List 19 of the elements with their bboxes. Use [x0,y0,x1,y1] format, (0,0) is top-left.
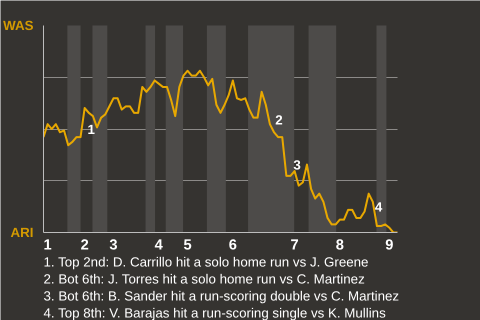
text: 3. Bot 6th: B. Sander hit a run-scoring double vs C. Martinez [44,288,400,304]
x-tick-label: 1 [44,238,52,254]
x-tick-label: 8 [336,238,344,254]
text: 1. Top 2nd: D. Carrillo hit a solo home run vs J. Greene [44,254,368,270]
text: WAS [3,18,34,33]
text: ARI [10,225,34,240]
x-tick-label: 2 [80,238,89,254]
annotation: 1 [88,122,96,137]
x-tick-label: 3 [109,238,118,254]
x-tick-label: 7 [290,238,299,254]
text: 2. Bot 6th: J. Torres hit a solo home run vs C. Martinez [44,272,365,286]
annotation: 2 [275,112,283,128]
annotation: 4 [374,200,383,215]
x-tick-label: 5 [183,238,192,254]
x-tick-label: 9 [385,238,394,254]
x-tick-label: 6 [228,238,237,254]
x-tick-label: 4 [154,238,164,254]
text: 4. Top 8th: V. Barajas hit a run-scoring single vs K. Mullins [44,306,386,320]
annotation: 3 [293,158,301,173]
